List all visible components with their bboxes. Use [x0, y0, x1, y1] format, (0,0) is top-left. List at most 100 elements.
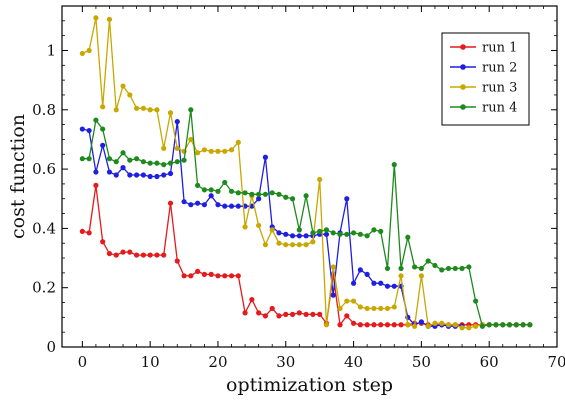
series-3 [79, 15, 486, 331]
data-point [432, 262, 438, 269]
data-point [493, 322, 499, 328]
data-point [384, 265, 391, 272]
data-point [425, 323, 431, 329]
data-point [303, 242, 309, 248]
data-point [256, 196, 262, 202]
data-point [364, 322, 370, 328]
y-axis-title: cost function [7, 114, 29, 239]
data-point [208, 193, 214, 199]
y-tick-label: 0.2 [32, 279, 56, 297]
data-point [195, 200, 201, 206]
data-point [167, 160, 174, 166]
data-point [262, 191, 269, 197]
data-point [364, 271, 370, 277]
data-point [289, 311, 296, 317]
data-point [439, 320, 445, 326]
data-point [140, 159, 146, 165]
data-point [133, 105, 140, 111]
data-point [167, 170, 174, 177]
legend-swatch-marker [460, 64, 466, 70]
data-point [154, 173, 160, 180]
data-point [350, 230, 357, 236]
data-point [133, 252, 140, 258]
data-point [106, 156, 113, 162]
legend-label: run 4 [482, 101, 517, 116]
data-point [384, 305, 391, 312]
data-point [398, 273, 404, 279]
data-point [296, 227, 302, 233]
tick-labels: 0 10 20 30 40 50 60 70 0 0.2 0.4 0.6 0.8 1 [32, 41, 565, 371]
data-point [527, 322, 533, 328]
data-point [188, 136, 194, 143]
data-point [364, 305, 370, 312]
x-axis-title: optimization step [226, 374, 393, 396]
data-point [222, 179, 228, 186]
data-point [181, 273, 187, 279]
data-point [161, 162, 167, 168]
data-point [357, 231, 363, 237]
data-point [310, 230, 316, 236]
data-point [405, 234, 411, 240]
data-point [249, 296, 255, 303]
data-point [174, 159, 180, 165]
data-point [140, 252, 146, 258]
series-line-2 [82, 121, 463, 327]
data-point [479, 323, 486, 329]
data-point [303, 233, 309, 239]
series-layer [79, 15, 533, 331]
data-point [120, 83, 126, 89]
data-point [289, 196, 296, 202]
data-point [473, 298, 479, 304]
data-point [120, 249, 126, 255]
data-point [147, 252, 153, 258]
data-point [235, 273, 241, 279]
legend-box [441, 32, 530, 126]
data-point [405, 322, 411, 328]
data-point [269, 305, 275, 312]
data-point [140, 105, 146, 111]
data-point [201, 202, 207, 208]
data-point [384, 283, 391, 289]
data-point [391, 322, 397, 328]
x-tick-label: 60 [480, 353, 499, 371]
data-point [79, 50, 85, 57]
data-point [181, 157, 187, 163]
data-point [188, 107, 194, 113]
data-point [303, 193, 309, 199]
data-point [174, 145, 180, 151]
y-tick-label: 0.6 [32, 160, 56, 178]
data-point [310, 239, 316, 245]
data-point [106, 16, 113, 22]
data-point [323, 322, 330, 328]
data-point [289, 233, 296, 239]
legend-label: run 1 [482, 41, 517, 56]
data-point [100, 239, 106, 245]
data-point [235, 190, 241, 196]
data-point [106, 169, 113, 175]
data-point [378, 305, 384, 312]
data-point [235, 139, 241, 145]
data-point [100, 126, 106, 132]
x-tick-label: 10 [141, 353, 160, 371]
data-point [242, 224, 248, 230]
data-point [350, 298, 357, 304]
data-point [432, 320, 438, 326]
data-point [276, 230, 282, 236]
data-point [127, 157, 133, 163]
data-point [459, 325, 465, 331]
data-point [215, 148, 221, 154]
data-point [323, 227, 330, 233]
legend-swatch-marker [460, 44, 466, 50]
data-point [147, 107, 153, 113]
x-tick-label: 70 [547, 353, 565, 371]
data-point [86, 127, 92, 134]
data-point [378, 322, 384, 328]
data-point [208, 187, 214, 193]
data-point [154, 160, 160, 166]
y-tick-label: 0.4 [32, 219, 56, 237]
data-point [330, 264, 336, 270]
data-point [344, 313, 350, 319]
data-point [215, 273, 221, 279]
data-point [195, 150, 201, 156]
